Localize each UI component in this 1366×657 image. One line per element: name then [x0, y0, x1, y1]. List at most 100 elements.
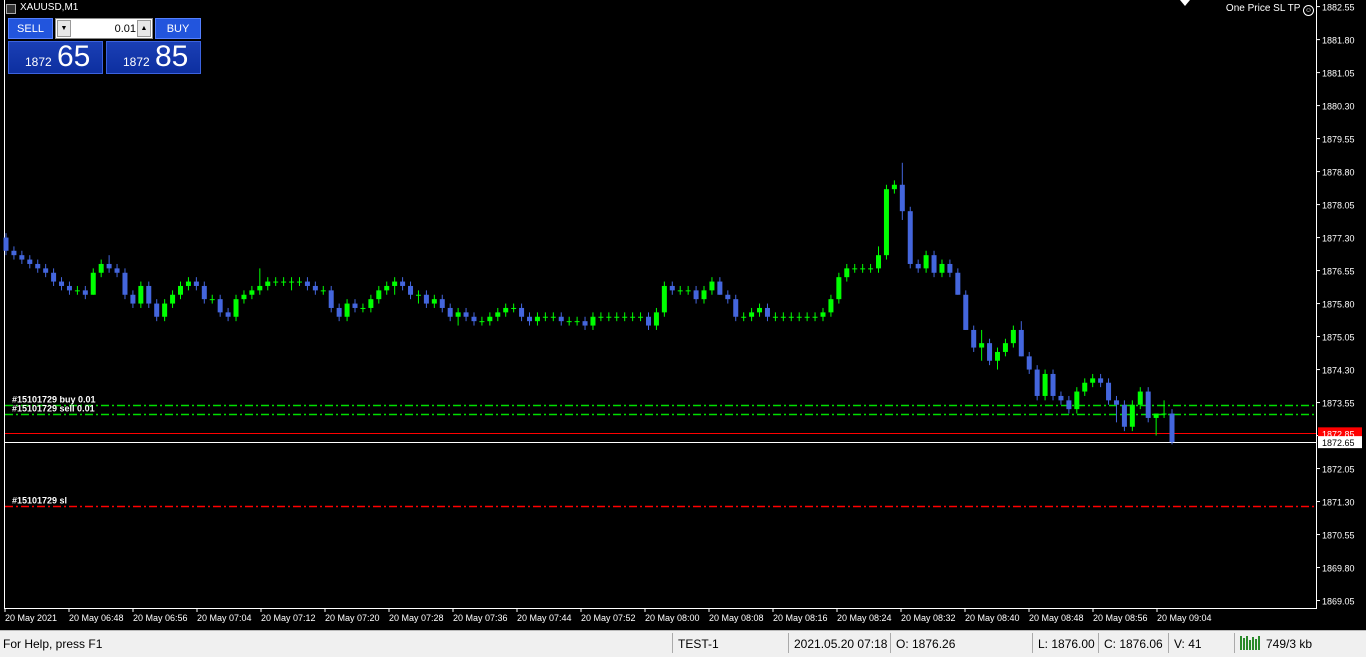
status-low: L: 1876.00 [1038, 637, 1095, 651]
candle-body [265, 281, 271, 286]
candle-body [749, 312, 755, 317]
buy-button[interactable]: BUY [155, 18, 201, 39]
candle-body [431, 299, 437, 304]
y-tick-label: 1878.80 [1322, 168, 1355, 178]
candle-body [209, 299, 215, 301]
candle-body [764, 307, 770, 317]
sell-price-prefix: 1872 [25, 55, 52, 69]
status-close: C: 1876.06 [1104, 637, 1163, 651]
candle-body [590, 316, 596, 326]
candle-body [82, 290, 88, 295]
candle-body [1002, 343, 1008, 352]
candle-body [296, 281, 302, 283]
candle-body [1066, 400, 1072, 410]
chart-symbol-label: XAUUSD,M1 [20, 2, 79, 13]
lot-size-stepper[interactable]: ▼ ▲ [55, 18, 153, 39]
buy-price-box[interactable]: 1872 85 [106, 40, 201, 74]
y-tick-label: 1876.55 [1322, 267, 1355, 277]
candle-body [114, 268, 120, 273]
candle-body [1121, 404, 1127, 427]
candle-body [138, 285, 144, 304]
candle-body [320, 290, 326, 292]
candle-body [146, 285, 152, 304]
candle-body [661, 285, 667, 313]
candle-body [455, 312, 461, 317]
candle-body [669, 285, 675, 291]
sell-button[interactable]: SELL [8, 18, 53, 39]
candle-body [1082, 382, 1088, 392]
status-divider [1168, 633, 1169, 653]
candle-body [495, 312, 501, 317]
y-tick-label: 1872.05 [1322, 465, 1355, 475]
candle-body [170, 294, 176, 304]
chart-shift-marker[interactable] [1180, 0, 1190, 6]
candle-body [201, 285, 207, 300]
candle-body [312, 285, 318, 291]
candle-body [90, 272, 96, 295]
candle-body [780, 316, 786, 318]
candle-body [645, 316, 651, 326]
candle-body [955, 272, 961, 295]
x-tick-label: 20 May 07:12 [261, 613, 316, 623]
status-volume: V: 41 [1174, 637, 1202, 651]
candle-body [741, 316, 747, 318]
lot-size-input[interactable] [72, 20, 136, 37]
x-tick-label: 20 May 06:56 [133, 613, 188, 623]
candle-body [630, 316, 636, 318]
candle-body [709, 281, 715, 291]
status-help-text: For Help, press F1 [3, 637, 103, 651]
candle-body [717, 281, 723, 295]
buy-price-prefix: 1872 [123, 55, 150, 69]
candle-body [987, 343, 993, 361]
one-click-trading-panel: SELL ▼ ▲ BUY 1872 65 1872 85 [8, 18, 202, 74]
candle-body [344, 303, 350, 317]
candle-body [336, 307, 342, 317]
candle-body [1090, 378, 1096, 383]
candle-body [273, 281, 279, 283]
connection-bars-icon[interactable] [1240, 636, 1262, 650]
lot-decrease-icon[interactable]: ▼ [57, 20, 71, 37]
candle-body [923, 255, 929, 269]
order-level-label: #15101729 sl [12, 496, 67, 506]
x-tick-label: 20 May 08:40 [965, 613, 1020, 623]
candle-body [368, 299, 374, 308]
lot-increase-icon[interactable]: ▲ [137, 20, 151, 37]
x-tick-label: 20 May 06:48 [69, 613, 124, 623]
candle-body [701, 290, 707, 300]
y-tick-label: 1870.55 [1322, 531, 1355, 541]
candle-body [122, 272, 128, 295]
y-tick-label: 1881.80 [1322, 36, 1355, 46]
candle-body [43, 268, 49, 273]
candle-body [979, 343, 985, 348]
one-price-label: One Price SL TP [1225, 3, 1301, 14]
candle-body [677, 290, 683, 292]
candle-body [963, 294, 969, 330]
chart-plot-frame[interactable] [4, 0, 1317, 609]
candle-body [868, 268, 874, 270]
sell-price-box[interactable]: 1872 65 [8, 40, 103, 74]
candle-body [812, 316, 818, 318]
candle-body [534, 316, 540, 322]
x-tick-label: 20 May 07:04 [197, 613, 252, 623]
candle-body [836, 277, 842, 300]
candle-body [844, 268, 850, 278]
candle-body [757, 307, 763, 313]
chart-area[interactable]: 1882.55 1881.80 1881.05 1880.30 1879.55 1878.… [0, 0, 1366, 630]
status-open: O: 1876.26 [896, 637, 956, 651]
candle-body [693, 290, 699, 300]
x-tick-label: 20 May 07:36 [453, 613, 508, 623]
candle-body [638, 316, 644, 318]
candle-body [249, 290, 255, 295]
candle-body [59, 281, 65, 286]
x-tick-label: 20 May 08:24 [837, 613, 892, 623]
candle-body [503, 307, 509, 313]
y-tick-label: 1879.55 [1322, 135, 1355, 145]
candle-body [19, 255, 25, 260]
candle-body [257, 285, 263, 291]
candle-body [1026, 356, 1032, 370]
candle-body [423, 294, 429, 304]
candle-body [566, 321, 572, 323]
candle-body [281, 281, 287, 283]
price-chart[interactable]: 1882.55 1881.80 1881.05 1880.30 1879.55 1878.… [0, 0, 1366, 630]
candle-body [106, 263, 112, 269]
